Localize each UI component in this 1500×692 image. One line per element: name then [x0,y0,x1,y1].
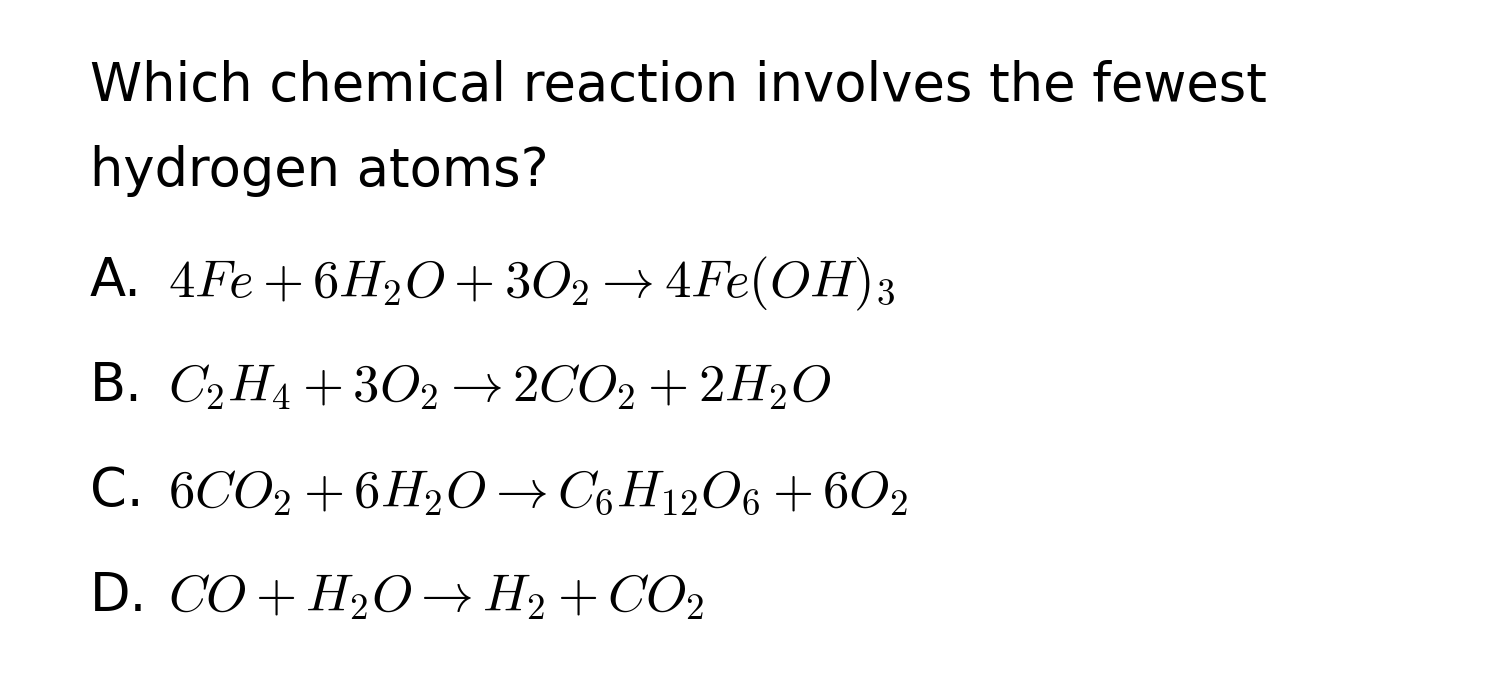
Text: D.: D. [90,570,147,622]
Text: $6CO_2 + 6H_2O \rightarrow C_6H_{12}O_6 + 6O_2$: $6CO_2 + 6H_2O \rightarrow C_6H_{12}O_6 … [168,465,908,517]
Text: $CO + H_2O \rightarrow H_2 + CO_2$: $CO + H_2O \rightarrow H_2 + CO_2$ [168,570,705,622]
Text: $C_2H_4 + 3O_2 \rightarrow 2CO_2 + 2H_2O$: $C_2H_4 + 3O_2 \rightarrow 2CO_2 + 2H_2O… [168,360,831,412]
Text: B.: B. [90,360,142,412]
Text: $4Fe + 6H_2O + 3O_2 \rightarrow 4Fe(OH)_3$: $4Fe + 6H_2O + 3O_2 \rightarrow 4Fe(OH)_… [168,255,896,313]
Text: A.: A. [90,255,142,307]
Text: Which chemical reaction involves the fewest: Which chemical reaction involves the few… [90,60,1267,112]
Text: hydrogen atoms?: hydrogen atoms? [90,145,549,197]
Text: C.: C. [90,465,144,517]
